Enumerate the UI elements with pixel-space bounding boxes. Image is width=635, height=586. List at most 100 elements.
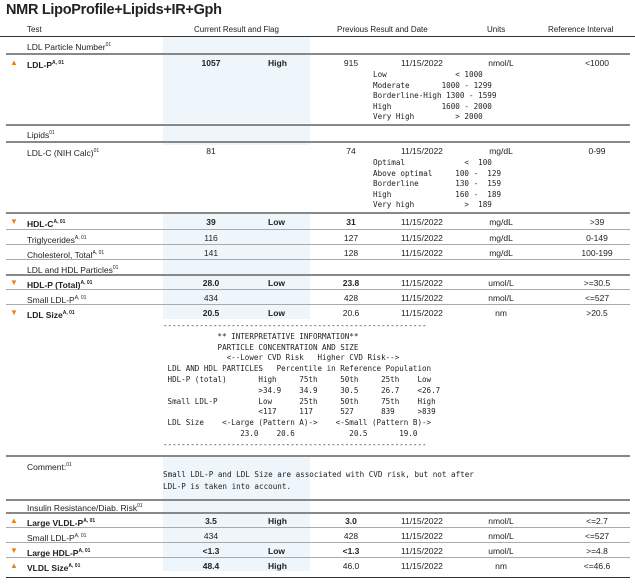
arrow-down-icon: ▼ [10, 308, 18, 317]
header-previous: Previous Result and Date [337, 25, 428, 34]
table-row: Small LDL-PA, 01 434 428 11/15/2022 nmol/L <=… [6, 290, 630, 305]
table-row: ▼ Large HDL-PA, 01 <1.3 Low <1.3 11/15/2022 um… [6, 543, 630, 558]
section-label: Comment:01 [27, 461, 72, 472]
test-name: Large HDL-PA, 01 [27, 547, 91, 558]
section-comment: Comment:01 [6, 455, 630, 501]
previous-result: 74 [346, 146, 356, 156]
reference-interval: >=30.5 [583, 278, 611, 288]
footnote-ref: 01 [66, 462, 72, 468]
current-result: <1.3 [202, 546, 220, 556]
previous-date: 11/15/2022 [401, 561, 443, 571]
footnote-ref: 01 [137, 503, 143, 509]
previous-result: 127 [343, 233, 359, 243]
section-ldl-hdl-particles: LDL and HDL Particles01 [6, 260, 630, 276]
test-name: Cholesterol, TotalA, 01 [27, 249, 105, 260]
previous-date: 11/15/2022 [401, 233, 443, 243]
table-row: ▼ LDL SizeA, 01 20.5 Low 20.6 11/15/2022 nm >20… [6, 305, 630, 320]
footnote-ref: A, 01 [68, 563, 81, 569]
section-label: LDL Particle Number01 [27, 41, 112, 52]
section-lipids: Lipids01 [6, 125, 630, 143]
previous-result: 428 [343, 531, 359, 541]
comment-text: Small LDL-P and LDL Size are associated … [163, 470, 474, 491]
header-test: Test [27, 25, 42, 34]
previous-result: 128 [343, 248, 359, 258]
reference-interval: >=4.8 [586, 546, 608, 556]
footnote-ref: A, 01 [83, 518, 96, 524]
header-units: Units [487, 25, 506, 34]
result-flag: Low [268, 278, 285, 288]
current-result: 28.0 [202, 278, 220, 288]
footnote-ref: A, 01 [78, 548, 91, 554]
table-row: Small LDL-PA, 01 434 428 11/15/2022 nmol/L <=… [6, 528, 630, 543]
reference-interval: 100-199 [581, 248, 613, 258]
footnote-ref: A, 01 [80, 280, 93, 286]
previous-date: 11/15/2022 [401, 546, 443, 556]
footnote-ref: A, 01 [52, 60, 64, 66]
reference-interval: >20.5 [586, 308, 608, 318]
footnote-ref: A, 01 [74, 235, 87, 241]
reference-interval: 0-149 [586, 233, 608, 243]
previous-date: 11/15/2022 [401, 531, 443, 541]
footnote-ref: 01 [105, 42, 112, 48]
table-row: ▲ LDL-PA, 01 1057 High 915 11/15/2022 nmol/L <1… [6, 55, 630, 126]
units: nmol/L [488, 293, 514, 303]
units: nm [495, 308, 507, 318]
test-name: LDL SizeA, 01 [27, 309, 75, 320]
previous-date: 11/15/2022 [401, 217, 443, 227]
ldlc-ranges: Optimal < 100 Above optimal 100 - 129 Bo… [373, 158, 502, 209]
table-row: LDL-C (NIH Calc)01 81 74 11/15/2022 mg/dL 0-9… [6, 143, 630, 214]
previous-result: 915 [343, 58, 359, 68]
units: mg/dL [489, 248, 513, 258]
units: nmol/L [488, 516, 514, 526]
previous-date: 11/15/2022 [401, 516, 443, 526]
ldlp-ranges: Low < 1000 Moderate 1000 - 1299 Borderli… [373, 70, 497, 121]
table-row: TriglyceridesA, 01 116 127 11/15/2022 mg/dL 0… [6, 230, 630, 245]
page-title: NMR LipoProfile+Lipids+IR+Gph [6, 2, 222, 18]
units: umol/L [488, 278, 514, 288]
previous-result: 23.8 [342, 278, 360, 288]
test-name: Small LDL-PA, 01 [27, 532, 87, 543]
table-bottom-divider [6, 577, 630, 578]
reference-interval: <=46.6 [583, 561, 611, 571]
arrow-down-icon: ▼ [10, 217, 18, 226]
units: nmol/L [488, 531, 514, 541]
footnote-ref: A, 01 [62, 310, 75, 316]
footnote-ref: A, 01 [74, 295, 87, 301]
test-name: HDL-P (Total)A, 01 [27, 279, 93, 290]
current-result: 39 [206, 217, 216, 227]
current-result: 81 [206, 146, 216, 156]
previous-date: 11/15/2022 [401, 278, 443, 288]
arrow-down-icon: ▼ [10, 546, 18, 555]
units: umol/L [488, 546, 514, 556]
footnote-ref: 01 [93, 148, 100, 154]
test-name: LDL-C (NIH Calc)01 [27, 147, 100, 158]
previous-date: 11/15/2022 [401, 146, 443, 156]
table-row: ▲ VLDL SizeA, 01 48.4 High 46.0 11/15/2022 nm <… [6, 558, 630, 573]
section-ldl-particle-number: LDL Particle Number01 [6, 37, 630, 55]
previous-date: 11/15/2022 [401, 308, 443, 318]
units: mg/dL [489, 217, 513, 227]
reference-interval: >39 [589, 217, 605, 227]
interpretive-info: ----------------------------------------… [163, 321, 441, 449]
result-flag: High [268, 58, 287, 68]
arrow-up-icon: ▲ [10, 58, 18, 67]
section-label: Insulin Resistance/Diab. Risk01 [27, 502, 143, 513]
section-label: LDL and HDL Particles01 [27, 264, 119, 275]
previous-result: 31 [346, 217, 356, 227]
current-result: 48.4 [202, 561, 220, 571]
units: mg/dL [489, 146, 513, 156]
result-flag: Low [268, 217, 285, 227]
result-flag: High [268, 561, 287, 571]
section-label: Lipids01 [27, 129, 55, 140]
arrow-up-icon: ▲ [10, 561, 18, 570]
units: nmol/L [488, 58, 514, 68]
previous-result: 46.0 [342, 561, 360, 571]
units: nm [495, 561, 507, 571]
previous-result: 20.6 [342, 308, 360, 318]
table-row: ▼ HDL-P (Total)A, 01 28.0 Low 23.8 11/15/2022… [6, 275, 630, 290]
test-name: LDL-PA, 01 [27, 59, 64, 70]
units: mg/dL [489, 233, 513, 243]
header-current: Current Result and Flag [194, 25, 279, 34]
footnote-ref: 01 [49, 130, 55, 136]
current-result: 3.5 [205, 516, 217, 526]
